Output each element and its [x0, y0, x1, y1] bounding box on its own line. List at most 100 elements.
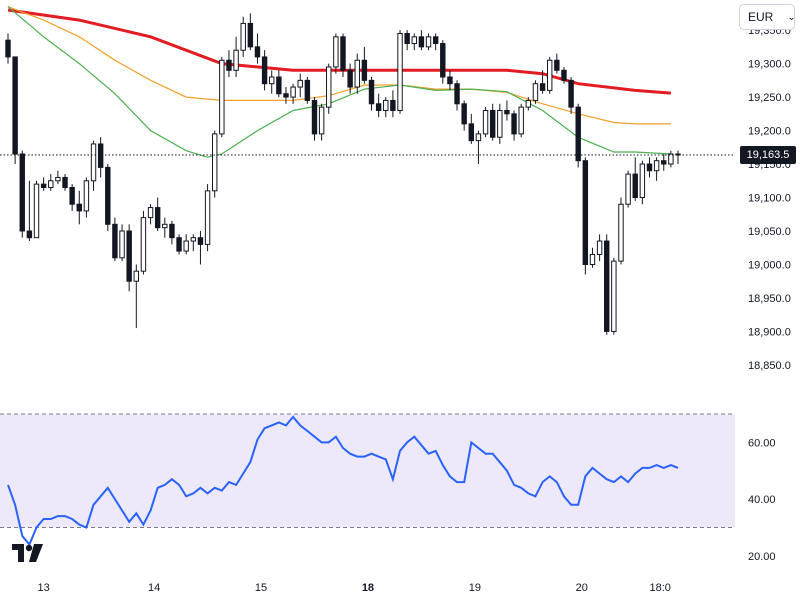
candle	[190, 234, 197, 252]
candle-body	[33, 183, 40, 239]
candle	[475, 130, 482, 165]
candle-body	[482, 109, 489, 135]
candle-body	[668, 153, 674, 165]
oscillator-tick-label: 60.00	[748, 437, 776, 449]
price-axis[interactable]: 18,850.0 18,900.0 18,950.0 19,000.0 19,050.0…	[748, 25, 791, 372]
candle	[418, 30, 425, 51]
candle-body	[119, 230, 125, 259]
candle	[5, 33, 11, 64]
candle-body	[461, 103, 467, 125]
candle-body	[639, 163, 646, 199]
candle	[611, 257, 617, 335]
candle	[482, 107, 489, 138]
candle-body	[497, 109, 503, 138]
candle-body	[326, 66, 332, 108]
candle	[454, 80, 460, 111]
candle	[169, 220, 175, 245]
candle	[276, 70, 282, 98]
candle-body	[90, 143, 97, 182]
candle	[575, 103, 581, 168]
oscillator-tick-label: 20.00	[748, 551, 776, 563]
candle	[489, 103, 496, 141]
candle	[283, 87, 289, 104]
candle-body	[354, 59, 360, 88]
candle-body	[19, 153, 25, 232]
candle	[40, 177, 47, 191]
candle-body	[233, 49, 239, 71]
candle	[211, 130, 218, 198]
candle	[233, 36, 239, 77]
candle	[618, 197, 624, 265]
candle-body	[55, 176, 61, 182]
candle	[661, 154, 667, 171]
candle-body	[219, 59, 225, 135]
moving-average-line	[7, 6, 671, 125]
candle	[26, 180, 33, 242]
candle	[112, 217, 118, 262]
candle-body	[447, 76, 453, 85]
time-axis[interactable]: 13 14 15 18 19 20 18:0	[38, 582, 671, 594]
candlesticks	[5, 13, 681, 335]
candle	[347, 63, 353, 94]
price-tick-label: 19,200.0	[748, 126, 791, 138]
candle	[247, 13, 254, 51]
time-tick-label: 18	[362, 582, 374, 594]
candle-body	[105, 166, 111, 225]
candle-body	[26, 230, 33, 239]
candle	[539, 70, 546, 94]
candle-body	[290, 86, 296, 98]
candle-body	[518, 106, 524, 135]
candle	[582, 157, 589, 275]
candle-body	[76, 203, 82, 212]
currency-selector[interactable]: EUR ⌄	[739, 4, 796, 30]
candle-body	[454, 83, 460, 105]
candle-body	[646, 163, 653, 172]
candle-body	[318, 106, 325, 135]
candle-body	[190, 237, 197, 242]
candle	[226, 50, 232, 77]
candle-body	[183, 240, 189, 252]
oscillator-axis[interactable]: 20.00 40.00 60.00	[748, 437, 776, 562]
time-tick-label: 20	[576, 582, 588, 594]
candle-body	[112, 223, 118, 259]
candle	[219, 56, 225, 138]
candle	[668, 150, 674, 168]
candle-body	[140, 217, 147, 272]
tradingview-logo-icon[interactable]	[10, 542, 46, 564]
candle-body	[133, 270, 140, 282]
candle	[518, 103, 524, 138]
candle	[147, 204, 154, 225]
candle-body	[418, 36, 425, 48]
candle-body	[468, 123, 475, 142]
candle	[646, 157, 653, 178]
candle-body	[404, 32, 410, 45]
candle	[197, 231, 204, 265]
candle	[254, 33, 261, 64]
candle-body	[511, 113, 517, 135]
candle-body	[12, 56, 18, 155]
candle	[561, 66, 567, 84]
candle-body	[568, 79, 574, 108]
candle	[625, 170, 631, 208]
candle-body	[240, 22, 246, 51]
candle	[340, 33, 346, 77]
price-tick-label: 18,900.0	[748, 326, 791, 338]
candle	[119, 224, 125, 262]
candle-body	[5, 39, 11, 58]
candle	[12, 56, 18, 165]
candle	[432, 33, 439, 51]
candle-body	[618, 203, 624, 262]
candle	[183, 234, 189, 255]
chevron-down-icon: ⌄	[787, 11, 796, 23]
candle	[639, 160, 646, 205]
candle-body	[383, 99, 389, 111]
candle	[447, 70, 453, 91]
candle-body	[254, 46, 261, 58]
candle-body	[432, 36, 439, 45]
candle-body	[554, 59, 560, 71]
candle	[461, 100, 467, 131]
candle	[546, 56, 553, 94]
candle	[532, 80, 539, 104]
candle-body	[269, 76, 275, 85]
